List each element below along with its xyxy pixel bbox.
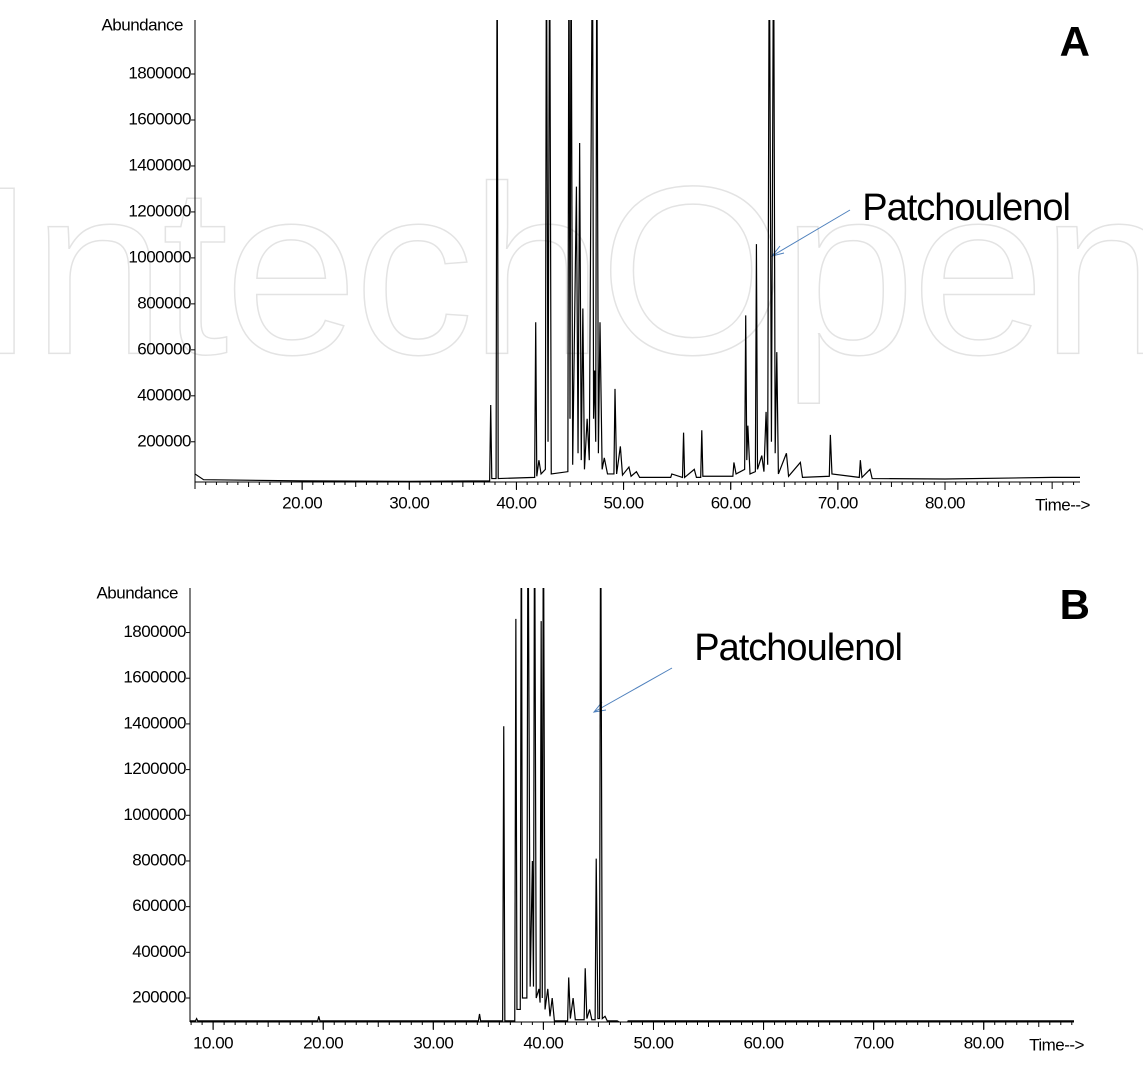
annotation: Patchoulenol bbox=[862, 187, 1070, 229]
y-tick-label: 1400000 bbox=[128, 155, 191, 174]
y-tick-label: 1800000 bbox=[123, 622, 186, 641]
annotation-arrow bbox=[593, 667, 673, 713]
y-tick-label: 800000 bbox=[132, 850, 186, 869]
data-line bbox=[190, 588, 1074, 1022]
x-axis-label: Time--> bbox=[1035, 495, 1090, 514]
y-tick-label: 1400000 bbox=[123, 713, 186, 732]
panel-label: B bbox=[1060, 581, 1090, 628]
x-tick-label: 70.00 bbox=[854, 1033, 894, 1052]
x-tick-label: 80.00 bbox=[964, 1033, 1004, 1052]
x-tick-label: 70.00 bbox=[818, 493, 858, 512]
x-tick-label: 20.00 bbox=[303, 1033, 343, 1052]
x-tick-label: 50.00 bbox=[633, 1033, 673, 1052]
y-tick-label: 200000 bbox=[132, 988, 186, 1007]
panel-label: A bbox=[1060, 18, 1090, 65]
y-tick-label: 1600000 bbox=[123, 668, 186, 687]
x-axis-label: Time--> bbox=[1029, 1035, 1084, 1054]
y-tick-label: 600000 bbox=[132, 896, 186, 915]
y-tick-label: 1000000 bbox=[128, 247, 191, 266]
y-tick-label: 1600000 bbox=[128, 109, 191, 128]
y-tick-label: 1000000 bbox=[123, 805, 186, 824]
x-tick-label: 20.00 bbox=[282, 493, 322, 512]
x-tick-label: 40.00 bbox=[496, 493, 536, 512]
y-tick-label: 600000 bbox=[137, 339, 191, 358]
annotation: Patchoulenol bbox=[694, 627, 902, 669]
x-tick-label: 10.00 bbox=[193, 1033, 233, 1052]
y-tick-label: 1200000 bbox=[123, 759, 186, 778]
x-tick-label: 80.00 bbox=[925, 493, 965, 512]
y-tick-label: 1200000 bbox=[128, 201, 191, 220]
y-tick-label: 200000 bbox=[137, 431, 191, 450]
y-tick-label: 400000 bbox=[137, 385, 191, 404]
x-tick-label: 50.00 bbox=[604, 493, 644, 512]
data-line bbox=[195, 20, 1080, 482]
y-tick-label: 800000 bbox=[137, 293, 191, 312]
y-tick-label: 1800000 bbox=[128, 63, 191, 82]
y-axis-label: Abundance bbox=[101, 15, 183, 34]
annotation-arrow bbox=[771, 209, 851, 257]
x-tick-label: 60.00 bbox=[711, 493, 751, 512]
x-tick-label: 40.00 bbox=[523, 1033, 563, 1052]
y-axis-label: Abundance bbox=[96, 583, 178, 602]
x-tick-label: 30.00 bbox=[389, 493, 429, 512]
arrow-head bbox=[592, 701, 607, 713]
x-tick-label: 30.00 bbox=[413, 1033, 453, 1052]
y-tick-label: 400000 bbox=[132, 942, 186, 961]
x-tick-label: 60.00 bbox=[744, 1033, 784, 1052]
